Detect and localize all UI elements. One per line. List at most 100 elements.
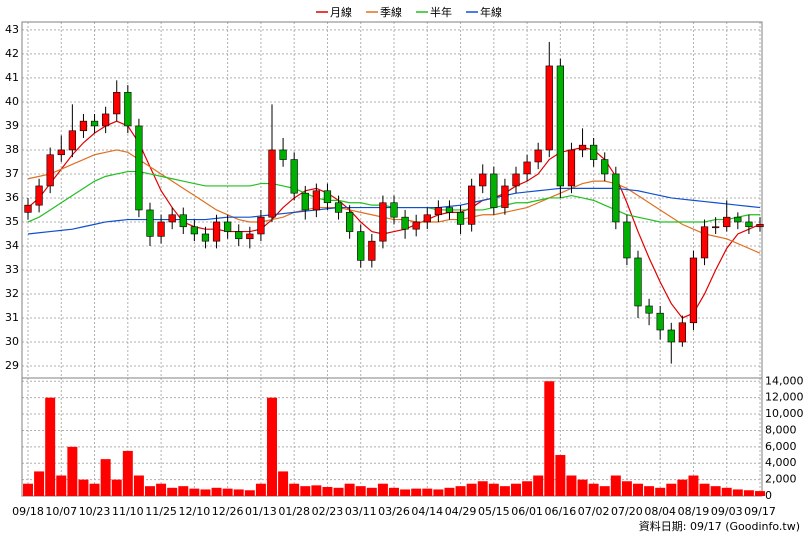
y-tick-label: 8,000 (765, 423, 797, 436)
volume-bar (178, 486, 189, 496)
volume-bar (533, 475, 544, 496)
candle-body (179, 214, 187, 228)
volume-bar (289, 483, 300, 496)
y-tick-label: 10,000 (765, 407, 804, 420)
volume-bar (111, 479, 122, 496)
volume-bar (89, 483, 100, 496)
volume-bar (466, 483, 477, 496)
volume-bar (422, 488, 433, 496)
volume-bar (555, 455, 566, 496)
volume-bar (444, 487, 455, 496)
volume-bar (23, 483, 33, 496)
candle-body (468, 185, 476, 225)
candle-body (523, 161, 531, 175)
x-tick-label: 09/17 (744, 505, 776, 518)
y-tick-label: 4,000 (765, 456, 797, 469)
candle-body (135, 125, 143, 211)
volume-bar (566, 475, 577, 496)
candle-body (379, 202, 387, 242)
volume-bar (699, 483, 710, 496)
candle-body (401, 216, 409, 230)
volume-bar (588, 483, 599, 496)
candle-body (113, 92, 121, 115)
volume-bar (511, 483, 521, 496)
candle-body (157, 221, 165, 237)
volume-bar (333, 487, 344, 496)
volume-bar (167, 487, 178, 496)
volume-bar (433, 489, 444, 496)
candle-body (678, 322, 686, 343)
candle-body (700, 226, 709, 259)
candle-body (545, 65, 553, 151)
candle-body (479, 173, 487, 187)
candle-body (90, 120, 99, 127)
x-tick-label: 08/04 (644, 505, 676, 518)
volume-bar (377, 483, 388, 496)
candle-body (634, 257, 642, 307)
volume-bar (710, 486, 721, 496)
y-tick-label: 2,000 (765, 473, 797, 486)
volume-bar (267, 397, 277, 496)
volume-bar (499, 486, 510, 496)
volume-bar (156, 483, 167, 496)
volume-bar (755, 491, 765, 496)
volume-bar (411, 488, 422, 496)
volume-bar (100, 459, 111, 496)
y-tick-label: 30 (5, 335, 19, 348)
x-tick-label: 09/03 (711, 505, 743, 518)
y-tick-label: 41 (5, 71, 19, 84)
volume-bar (145, 486, 155, 496)
candle-body (224, 221, 232, 232)
candle-body (756, 224, 764, 228)
candle-body (534, 149, 542, 163)
x-tick-label: 11/25 (145, 505, 177, 518)
candle-body (46, 154, 54, 187)
volume-bar (666, 483, 677, 496)
y-tick-label: 33 (5, 263, 19, 276)
volume-bar (522, 481, 533, 496)
candle-body (190, 226, 198, 235)
candle-body (501, 185, 509, 208)
volume-bar (211, 487, 222, 496)
x-tick-label: 02/23 (312, 505, 344, 518)
candle-body (24, 204, 32, 213)
candle-body (124, 92, 132, 127)
candle-body (390, 202, 398, 218)
volume-bar (222, 488, 233, 496)
y-tick-label: 12,000 (765, 391, 804, 404)
y-tick-label: 39 (5, 119, 19, 132)
y-tick-label: 37 (5, 167, 19, 180)
volume-bar (633, 483, 643, 496)
candle-body (745, 221, 753, 228)
y-tick-label: 42 (5, 47, 19, 60)
y-tick-label: 29 (5, 359, 19, 372)
candle-body (357, 231, 365, 261)
volume-bar (322, 486, 333, 496)
candle-body (246, 233, 254, 240)
volume-bar (455, 486, 466, 496)
x-tick-label: 01/13 (245, 505, 277, 518)
volume-bar (311, 485, 322, 496)
x-tick-label: 03/26 (378, 505, 410, 518)
x-tick-label: 03/11 (345, 505, 377, 518)
volume-bar (255, 483, 266, 496)
x-tick-label: 11/10 (112, 505, 144, 518)
candle-body (456, 212, 465, 225)
x-tick-label: 12/26 (212, 505, 244, 518)
candle-body (257, 216, 265, 235)
y-tick-label: 43 (5, 23, 19, 36)
volume-bar (122, 450, 133, 496)
volume-bar (133, 475, 144, 496)
candle-body (645, 305, 653, 314)
candle-body (656, 312, 664, 331)
volume-bar (677, 479, 688, 496)
x-tick-label: 08/19 (678, 505, 710, 518)
volume-bar (577, 479, 588, 496)
candle-body (445, 207, 454, 213)
legend-label: 季線 (380, 5, 402, 19)
volume-bar (477, 481, 488, 496)
volume-bar (344, 483, 355, 496)
candle-body (79, 120, 88, 132)
candle-body (734, 216, 742, 223)
footer: 資料日期: 09/17 (Goodinfo.tw) (639, 519, 800, 533)
